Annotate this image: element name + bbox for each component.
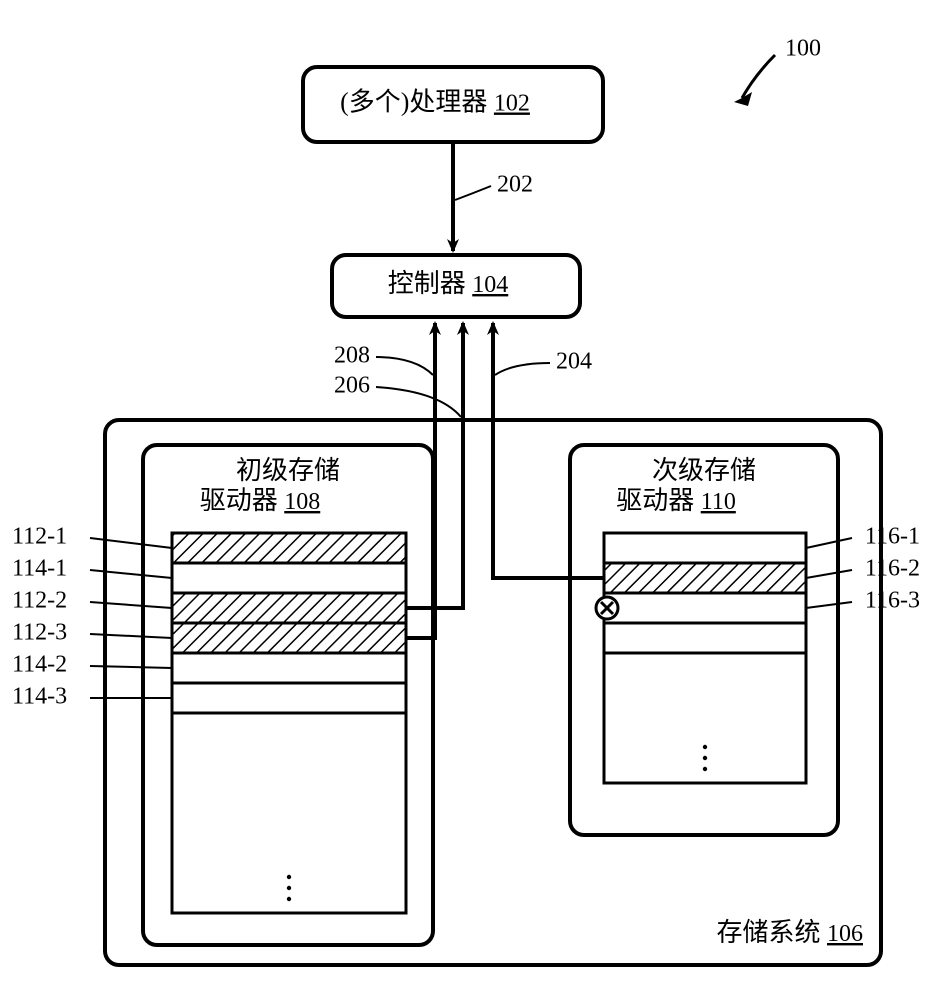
callout-114-3: 114-3 [12, 684, 67, 710]
system-ref: 100 [785, 36, 821, 62]
primary-stack-row [172, 533, 406, 563]
svg-text:208: 208 [334, 343, 370, 369]
svg-text:206: 206 [334, 373, 370, 399]
primary-stack-row [172, 683, 406, 713]
callout-112-3: 112-3 [12, 620, 67, 646]
callout-112-2: 112-2 [12, 588, 67, 614]
processor-label: (多个)处理器 102 [340, 87, 530, 116]
secondary-storage-label: 次级存储驱动器 110 [616, 456, 756, 515]
callout-116-3: 116-3 [865, 588, 920, 614]
primary-stack-row [172, 563, 406, 593]
controller-label: 控制器 104 [388, 269, 509, 298]
primary-stack-row [172, 623, 406, 653]
primary-stack-row [172, 593, 406, 623]
secondary-stack-row [604, 563, 806, 593]
storage-system-label: 存储系统 106 [716, 918, 863, 947]
arrow-208 [406, 323, 435, 638]
primary-stack-row [172, 653, 406, 683]
svg-text:202: 202 [497, 172, 533, 198]
callout-116-2: 116-2 [865, 556, 920, 582]
svg-text:204: 204 [556, 349, 592, 375]
system-diagram: 100 (多个)处理器 102 控制器 104 202 存储系统 106 初级存储驱动器 … [0, 0, 935, 1000]
secondary-stack-row [604, 593, 806, 623]
secondary-stack-row [604, 623, 806, 653]
primary-storage-label: 初级存储驱动器 108 [200, 456, 340, 515]
callout-116-1: 116-1 [865, 524, 920, 550]
callout-114-2: 114-2 [12, 652, 67, 678]
callout-112-1: 112-1 [12, 524, 67, 550]
callout-114-1: 114-1 [12, 556, 67, 582]
secondary-stack-row [604, 533, 806, 563]
